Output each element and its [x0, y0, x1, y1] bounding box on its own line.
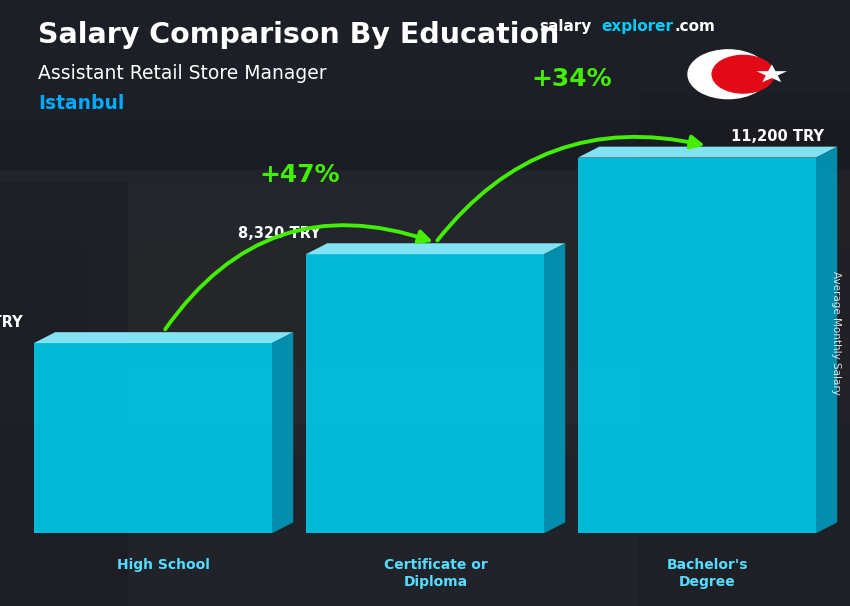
Bar [0, 182, 850, 424]
Bar [638, 91, 850, 606]
Circle shape [688, 50, 768, 99]
Text: 8,320 TRY: 8,320 TRY [238, 226, 320, 241]
Text: +34%: +34% [531, 67, 612, 91]
Bar [0, 182, 128, 606]
Text: Istanbul: Istanbul [38, 94, 125, 113]
Bar [0, 170, 850, 606]
Polygon shape [578, 158, 816, 533]
Text: Average Monthly Salary: Average Monthly Salary [830, 271, 841, 395]
Bar [0, 0, 850, 170]
Bar [0, 0, 850, 242]
Text: Certificate or
Diploma: Certificate or Diploma [383, 558, 488, 589]
Text: Bachelor's
Degree: Bachelor's Degree [667, 558, 748, 589]
Polygon shape [756, 64, 787, 82]
Polygon shape [578, 147, 837, 158]
Text: High School: High School [117, 558, 210, 571]
Bar [85, 242, 765, 454]
Text: Assistant Retail Store Manager: Assistant Retail Store Manager [38, 64, 327, 82]
Text: salary: salary [540, 19, 592, 35]
Bar [0, 364, 850, 606]
Circle shape [712, 55, 774, 93]
Bar [0, 0, 850, 121]
Polygon shape [544, 243, 565, 533]
Polygon shape [306, 243, 565, 254]
Text: .com: .com [674, 19, 715, 35]
Polygon shape [34, 343, 272, 533]
Text: explorer: explorer [602, 19, 674, 35]
Text: 11,200 TRY: 11,200 TRY [731, 129, 824, 144]
Text: +47%: +47% [259, 164, 340, 187]
Polygon shape [306, 254, 544, 533]
Polygon shape [272, 332, 293, 533]
Polygon shape [816, 147, 837, 533]
Text: Salary Comparison By Education: Salary Comparison By Education [38, 21, 559, 49]
Polygon shape [34, 332, 293, 343]
Text: 5,670 TRY: 5,670 TRY [0, 315, 23, 330]
